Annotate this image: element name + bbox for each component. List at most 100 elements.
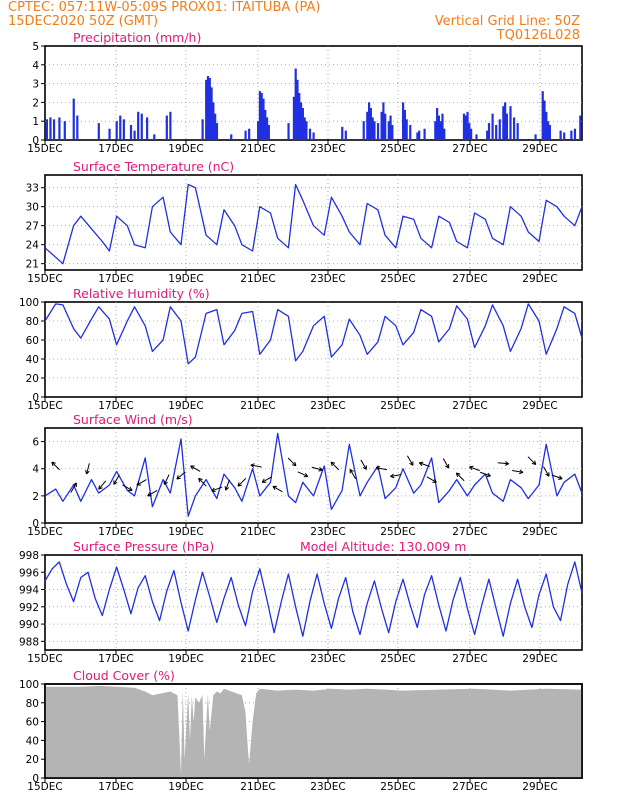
wind-arrow-shaft [98, 480, 107, 490]
wind-arrow-shaft [527, 456, 537, 465]
wind-arrow [311, 466, 323, 472]
wind-arrow-shaft [272, 485, 283, 493]
wind-arrow-head [390, 475, 395, 479]
precip-bar [504, 102, 507, 140]
wind-arrow-head [487, 472, 491, 477]
wind-arrow-head [51, 461, 56, 464]
wind-arrow [261, 476, 272, 483]
precip-bar [58, 117, 61, 140]
wind-arrow-head [86, 470, 90, 475]
pressure-ytick-label: 998 [19, 550, 39, 562]
cloud-area [45, 685, 582, 778]
wind-arrow-shaft [543, 466, 550, 477]
wind-xtick-label: 21DEC [240, 526, 275, 538]
wind-arrow-head [176, 475, 179, 480]
precip-bar [301, 108, 304, 140]
precip-bar [437, 115, 440, 140]
rh-frame [44, 301, 583, 398]
temp-ytick-label: 24 [26, 240, 40, 252]
wind-arrow [406, 455, 414, 466]
rh-xtick-label: 17DEC [98, 400, 133, 412]
wind-arrow-shaft [419, 462, 430, 467]
wind-arrow [497, 461, 509, 466]
wind-arrow-head [375, 467, 380, 471]
precip-bar [409, 124, 412, 140]
cloud-xtick-label: 25DEC [380, 781, 415, 793]
wind-ytick-label: 2 [32, 491, 39, 503]
cloud-xtick-label: 21DEC [240, 781, 275, 793]
wind-arrow [272, 485, 283, 493]
precip-bar [169, 111, 172, 140]
precip-bar [462, 113, 466, 140]
precip-bar [439, 121, 442, 140]
wind-arrow-head [164, 481, 168, 485]
wind-xtick-label: 15DEC [27, 526, 62, 538]
wind-arrow-head [390, 473, 394, 477]
wind-arrow [98, 480, 107, 490]
precip-bar [115, 121, 118, 140]
pressure-frame [44, 554, 583, 651]
rh-xtick-label: 29DEC [522, 400, 557, 412]
temp-ytick-label: 21 [26, 259, 39, 271]
wind-arrow-shaft [287, 457, 297, 467]
temp-ytick-label: 30 [26, 202, 39, 214]
wind-xtick-label: 17DEC [98, 526, 133, 538]
wind-arrow [512, 469, 524, 475]
precip-ytick-label: 5 [32, 41, 39, 53]
precip-bar [380, 111, 383, 140]
cloud-xtick-label: 15DEC [27, 781, 62, 793]
cloud-xtick-label: 23DEC [310, 781, 345, 793]
wind-arrow-shaft [390, 474, 402, 477]
temp-xtick-label: 25DEC [380, 273, 415, 285]
rh-ytick-label: 60 [26, 335, 39, 347]
rh-ytick-label: 80 [26, 316, 39, 328]
wind-arrow-head [250, 463, 255, 466]
rh-xtick-label: 19DEC [168, 400, 203, 412]
wind-arrow-head [190, 465, 194, 470]
wind-arrow [527, 456, 537, 465]
cloud-xtick-label: 27DEC [452, 781, 487, 793]
precip-bar [72, 98, 75, 140]
precip-xtick-label: 29DEC [522, 143, 557, 155]
precip-bar [122, 119, 125, 140]
wind-arrow [190, 465, 201, 472]
precip-bar [563, 132, 566, 140]
wind-arrow-head [176, 477, 181, 480]
wind-arrow-shaft [147, 489, 158, 497]
precip-bar [382, 102, 385, 140]
wind-arrow-head [147, 492, 151, 497]
wind-arrow-head [409, 462, 414, 466]
wind-arrow-shaft [70, 482, 77, 493]
wind-arrow [455, 472, 465, 482]
temp-title: Surface Temperature (nC) [73, 159, 234, 174]
wind-arrow-head [469, 466, 473, 471]
pressure-series-line [44, 561, 583, 637]
wind-arrow [237, 478, 247, 487]
header-date: 15DEC2020 50Z (GMT) [8, 14, 159, 29]
wind-arrow-head [261, 478, 265, 483]
precip-bar [464, 115, 467, 140]
wind-arrow [85, 463, 90, 475]
wind-arrow-head [291, 464, 297, 467]
pressure-ytick-label: 988 [19, 636, 39, 648]
wind-arrow-shaft [330, 461, 340, 471]
precip-bar [244, 130, 247, 140]
wind-arrow [211, 486, 223, 493]
pressure-xtick-label: 29DEC [522, 653, 557, 665]
wind-arrow-head [250, 464, 255, 468]
wind-arrow [480, 471, 491, 478]
precip-bar [559, 130, 562, 140]
precip-bar [502, 106, 505, 140]
wind-arrow-shaft [122, 484, 133, 491]
wind-arrow-shaft [551, 474, 563, 480]
precip-bar [468, 123, 471, 140]
wind-arrow-head [211, 487, 215, 492]
header-station: CPTEC: 057:11W-05:09S PROX01: ITAITUBA (… [8, 0, 321, 15]
precip-bar [212, 102, 215, 140]
precip-bar [486, 130, 489, 140]
wind-arrow-shaft [497, 462, 509, 465]
precip-bar [63, 121, 66, 140]
cloud-ytick-label: 40 [26, 735, 39, 747]
rh-xtick-label: 21DEC [240, 400, 275, 412]
